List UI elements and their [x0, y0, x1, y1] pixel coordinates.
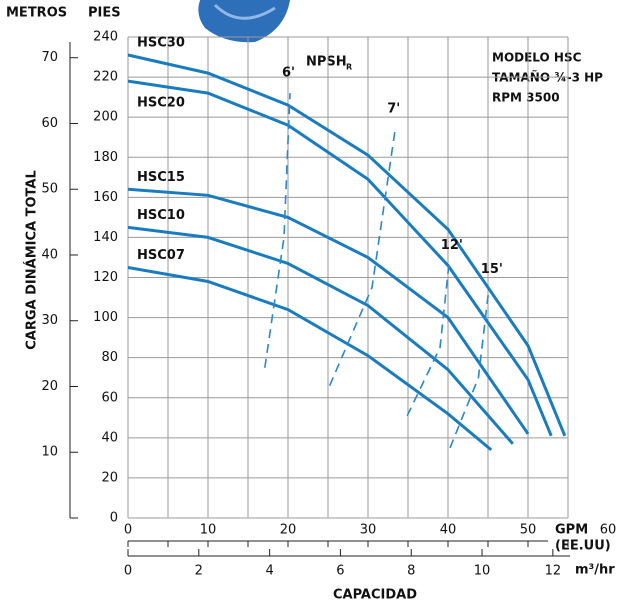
y-tick-label: 40	[101, 430, 118, 445]
x-unit-2: (EE.UU)	[555, 539, 611, 554]
x2-tick-label: 10	[474, 564, 491, 579]
series-label: HSC15	[137, 170, 185, 185]
x2-tick-label: 2	[195, 564, 203, 579]
x-unit: GPM	[555, 523, 588, 538]
x2-tick-label: 4	[265, 564, 273, 579]
y2-tick-label: 60	[41, 116, 58, 131]
y2-tick-label: 50	[41, 182, 58, 197]
x-tick-label: 60	[600, 523, 617, 538]
npsh-curve	[449, 289, 490, 449]
x2-tick-label: 8	[407, 564, 415, 579]
y-tick-label: 160	[93, 190, 118, 205]
y-tick-label: 0	[110, 511, 118, 526]
x2-tick-label: 0	[124, 564, 132, 579]
pump-curve	[127, 266, 493, 452]
y-tick-label: 200	[93, 110, 118, 125]
pump-curve	[127, 225, 514, 445]
y-tick-label: 60	[101, 390, 118, 405]
npsh-curve	[264, 93, 291, 368]
series-label: HSC20	[137, 96, 185, 111]
x-tick-label: 30	[360, 523, 377, 538]
npsh-name: 6'	[282, 66, 295, 81]
npsh-name: 12'	[441, 238, 463, 253]
x-tick-label: 50	[520, 523, 537, 538]
y-tick-label: 80	[101, 350, 118, 365]
npsh-sub: R	[346, 63, 352, 72]
y2-tick-label: 30	[41, 313, 58, 328]
pump-curve	[127, 53, 567, 437]
pump-image	[198, 0, 290, 43]
npsh-curve	[328, 129, 396, 387]
x2-unit: m³/hr	[575, 563, 615, 578]
series-label: HSC10	[137, 208, 185, 223]
y-right-unit: PIES	[88, 6, 121, 21]
npsh-name: 7'	[387, 102, 400, 117]
npsh-curve	[406, 265, 450, 417]
y-tick-label: 220	[93, 70, 118, 85]
x-tick-label: 10	[200, 523, 217, 538]
pump-curve	[127, 187, 530, 435]
y2-tick-label: 20	[41, 379, 58, 394]
y2-tick-label: 40	[41, 247, 58, 262]
pump-curve	[127, 79, 553, 437]
y-tick-label: 240	[93, 30, 118, 45]
series-label: HSC07	[137, 248, 185, 263]
x-tick-label: 20	[280, 523, 297, 538]
y2-tick-label: 10	[41, 445, 58, 460]
x-tick-label: 40	[440, 523, 457, 538]
y-tick-label: 20	[101, 470, 118, 485]
x2-tick-label: 6	[336, 564, 344, 579]
npsh-name: 15'	[481, 262, 503, 277]
annotation: RPM 3500	[492, 91, 560, 105]
y-tick-label: 100	[93, 310, 118, 325]
y-tick-label: 180	[93, 150, 118, 165]
annotation: MODELO HSC	[492, 51, 582, 65]
x-title: CAPACIDAD	[333, 588, 417, 603]
y-tick-label: 140	[93, 230, 118, 245]
y-tick-label: 120	[93, 270, 118, 285]
x-tick-label: 0	[124, 523, 132, 538]
y-left-unit: METROS	[6, 6, 67, 21]
series-label: HSC30	[137, 36, 185, 51]
npsh-label: NPSH	[306, 55, 347, 70]
y-title: CARGA DINÁMICA TOTAL	[24, 170, 40, 349]
y2-tick-label: 70	[41, 50, 58, 65]
x2-tick-label: 12	[545, 564, 562, 579]
